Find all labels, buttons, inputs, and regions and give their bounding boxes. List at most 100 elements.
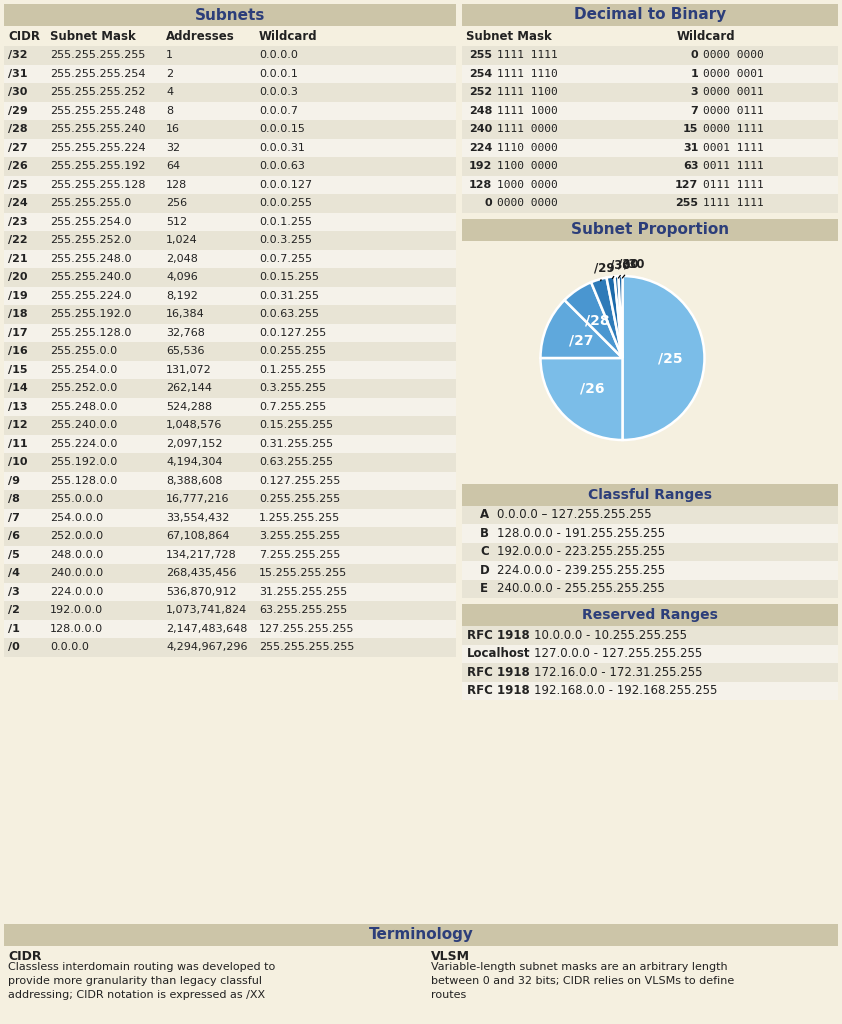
Bar bbox=[4, 946, 838, 1024]
Text: /29: /29 bbox=[594, 261, 616, 281]
Bar bbox=[4, 4, 456, 26]
Text: 63: 63 bbox=[683, 161, 698, 171]
Text: 512: 512 bbox=[166, 217, 187, 226]
Text: /26: /26 bbox=[580, 381, 605, 395]
Text: 0.31.255.255: 0.31.255.255 bbox=[259, 438, 333, 449]
Text: CIDR: CIDR bbox=[8, 30, 40, 43]
Bar bbox=[4, 83, 456, 101]
Text: 255.255.255.240: 255.255.255.240 bbox=[50, 124, 146, 134]
Text: 1: 1 bbox=[690, 69, 698, 79]
Text: /26: /26 bbox=[8, 161, 28, 171]
Text: 65,536: 65,536 bbox=[166, 346, 205, 356]
Text: 268,435,456: 268,435,456 bbox=[166, 568, 237, 579]
Text: E: E bbox=[480, 583, 488, 595]
Bar bbox=[462, 604, 838, 626]
Bar bbox=[462, 580, 838, 598]
Text: 1,048,576: 1,048,576 bbox=[166, 420, 222, 430]
Text: 255.128.0.0: 255.128.0.0 bbox=[50, 476, 117, 485]
Text: 255.254.0.0: 255.254.0.0 bbox=[50, 365, 117, 375]
Text: 0: 0 bbox=[690, 50, 698, 60]
Text: /27: /27 bbox=[8, 142, 28, 153]
Text: 0.0.0.3: 0.0.0.3 bbox=[259, 87, 298, 97]
Text: 16,777,216: 16,777,216 bbox=[166, 495, 230, 504]
Text: 255.255.255.252: 255.255.255.252 bbox=[50, 87, 146, 97]
Text: 2: 2 bbox=[166, 69, 173, 79]
Bar bbox=[462, 561, 838, 580]
Text: /25: /25 bbox=[658, 351, 682, 365]
Text: 224: 224 bbox=[469, 142, 492, 153]
Bar bbox=[462, 46, 838, 65]
Text: /14: /14 bbox=[8, 383, 28, 393]
Text: 0.0.0.0: 0.0.0.0 bbox=[259, 50, 298, 60]
Bar bbox=[462, 175, 838, 194]
Text: 64: 64 bbox=[166, 161, 180, 171]
Text: 32,768: 32,768 bbox=[166, 328, 205, 338]
Bar bbox=[4, 416, 456, 434]
Bar bbox=[4, 194, 456, 213]
Text: 262,144: 262,144 bbox=[166, 383, 212, 393]
Bar bbox=[4, 638, 456, 656]
Text: 0.255.255.255: 0.255.255.255 bbox=[259, 495, 340, 504]
Text: VLSM: VLSM bbox=[431, 950, 470, 963]
Text: /30: /30 bbox=[8, 87, 28, 97]
Text: 0000 0111: 0000 0111 bbox=[703, 105, 764, 116]
Text: /30: /30 bbox=[622, 257, 644, 278]
Text: 1111 1111: 1111 1111 bbox=[703, 199, 764, 208]
Text: 240: 240 bbox=[469, 124, 492, 134]
Text: 3.255.255.255: 3.255.255.255 bbox=[259, 531, 340, 542]
Text: 1000 0000: 1000 0000 bbox=[497, 180, 557, 189]
Text: Terminology: Terminology bbox=[369, 928, 473, 942]
Text: /30: /30 bbox=[618, 257, 639, 279]
Bar bbox=[4, 46, 456, 65]
Bar bbox=[4, 26, 456, 46]
Text: 63.255.255.255: 63.255.255.255 bbox=[259, 605, 347, 615]
Text: /3: /3 bbox=[8, 587, 19, 597]
Text: 0.0.127.255: 0.0.127.255 bbox=[259, 328, 326, 338]
Text: 255.248.0.0: 255.248.0.0 bbox=[50, 401, 117, 412]
Text: 0.0.63.255: 0.0.63.255 bbox=[259, 309, 319, 319]
Text: 8: 8 bbox=[166, 105, 173, 116]
Wedge shape bbox=[619, 276, 622, 358]
Wedge shape bbox=[564, 283, 622, 358]
Text: 1100 0000: 1100 0000 bbox=[497, 161, 557, 171]
Text: 0.0.0.7: 0.0.0.7 bbox=[259, 105, 298, 116]
Text: 536,870,912: 536,870,912 bbox=[166, 587, 237, 597]
Bar bbox=[4, 157, 456, 175]
Text: 0.0.0.0 – 127.255.255.255: 0.0.0.0 – 127.255.255.255 bbox=[497, 508, 652, 521]
Text: 15.255.255.255: 15.255.255.255 bbox=[259, 568, 347, 579]
Text: Subnets: Subnets bbox=[195, 7, 265, 23]
Text: 0.0.0.127: 0.0.0.127 bbox=[259, 180, 312, 189]
Text: 255.255.240.0: 255.255.240.0 bbox=[50, 272, 131, 283]
Text: 31: 31 bbox=[683, 142, 698, 153]
Text: /29: /29 bbox=[8, 105, 28, 116]
Text: 255: 255 bbox=[469, 50, 492, 60]
Text: /23: /23 bbox=[8, 217, 28, 226]
Text: 0000 0000: 0000 0000 bbox=[497, 199, 557, 208]
Text: 128.0.0.0 - 191.255.255.255: 128.0.0.0 - 191.255.255.255 bbox=[497, 526, 665, 540]
Text: 0011 1111: 0011 1111 bbox=[703, 161, 764, 171]
Text: 31.255.255.255: 31.255.255.255 bbox=[259, 587, 347, 597]
Text: 224.0.0.0: 224.0.0.0 bbox=[50, 587, 104, 597]
Text: 255.255.128.0: 255.255.128.0 bbox=[50, 328, 131, 338]
Text: 255.255.254.0: 255.255.254.0 bbox=[50, 217, 131, 226]
Bar bbox=[4, 250, 456, 268]
Text: Variable-length subnet masks are an arbitrary length
between 0 and 32 bits; CIDR: Variable-length subnet masks are an arbi… bbox=[431, 962, 734, 1000]
Bar bbox=[4, 342, 456, 360]
Text: 0.0.31.255: 0.0.31.255 bbox=[259, 291, 319, 301]
Bar bbox=[4, 138, 456, 157]
Bar bbox=[4, 65, 456, 83]
Bar bbox=[4, 509, 456, 527]
Text: 255.192.0.0: 255.192.0.0 bbox=[50, 458, 117, 467]
Text: 248.0.0.0: 248.0.0.0 bbox=[50, 550, 104, 560]
Wedge shape bbox=[622, 276, 705, 440]
Text: Localhost: Localhost bbox=[467, 647, 530, 660]
Text: /13: /13 bbox=[8, 401, 28, 412]
Text: 1110 0000: 1110 0000 bbox=[497, 142, 557, 153]
Text: 2,147,483,648: 2,147,483,648 bbox=[166, 624, 248, 634]
Text: 4,194,304: 4,194,304 bbox=[166, 458, 222, 467]
Text: /27: /27 bbox=[568, 334, 593, 348]
Text: 0.127.255.255: 0.127.255.255 bbox=[259, 476, 340, 485]
Text: /30: /30 bbox=[610, 258, 631, 279]
Text: /32: /32 bbox=[8, 50, 28, 60]
Bar bbox=[462, 83, 838, 101]
